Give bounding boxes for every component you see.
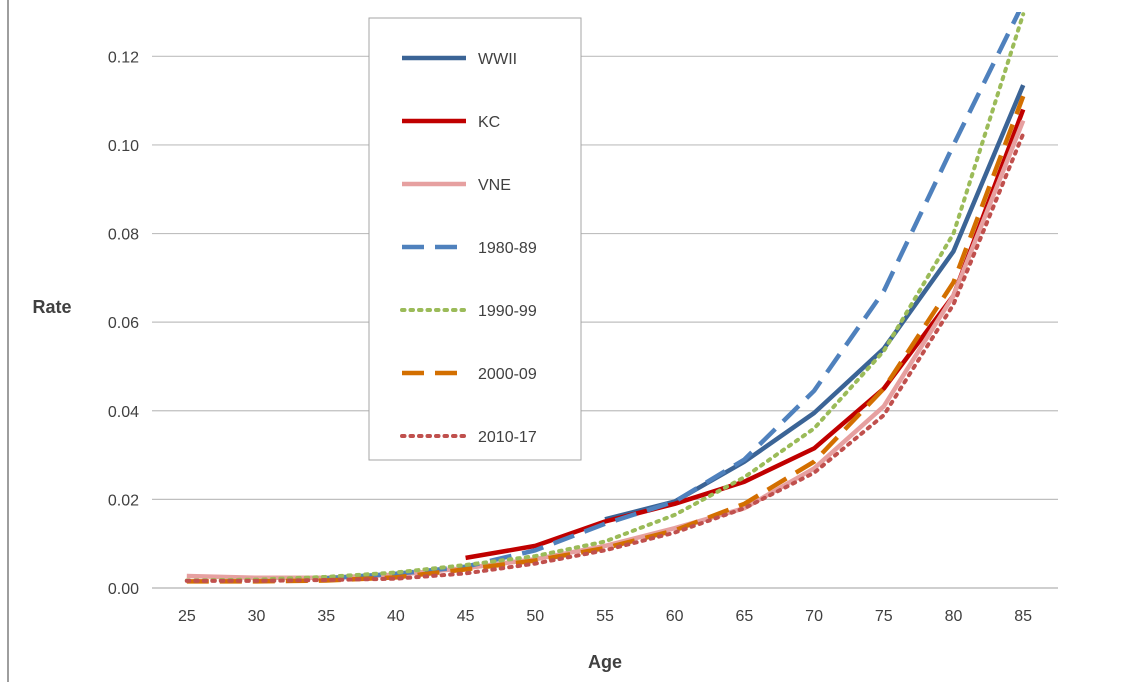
y-axis-title: Rate xyxy=(32,297,71,317)
legend-box xyxy=(368,17,582,461)
y-tick-label: 0.10 xyxy=(108,138,139,155)
series-line-kc xyxy=(465,108,1026,561)
x-axis-title: Age xyxy=(588,652,622,672)
x-tick-label: 50 xyxy=(526,608,544,625)
x-tick-label: 25 xyxy=(178,608,196,625)
x-tick-label: 35 xyxy=(317,608,335,625)
series-line-1990-99 xyxy=(184,12,1026,583)
x-tick-label: 30 xyxy=(248,608,266,625)
legend-label-2010-17: 2010-17 xyxy=(478,429,537,446)
x-tick-label: 85 xyxy=(1014,608,1032,625)
y-tick-label: 0.02 xyxy=(108,492,139,509)
x-tick-label: 70 xyxy=(805,608,823,625)
x-tick-label: 45 xyxy=(457,608,475,625)
x-tick-label: 80 xyxy=(945,608,963,625)
x-tick-labels: 25 30 35 40 45 50 55 60 65 70 75 80 85 xyxy=(178,608,1032,625)
series-line-wwii xyxy=(604,84,1026,522)
y-tick-label: 0.12 xyxy=(108,49,139,66)
legend-label-1980-89: 1980-89 xyxy=(478,240,537,257)
legend-label-1990-99: 1990-99 xyxy=(478,303,537,320)
x-tick-label: 65 xyxy=(735,608,753,625)
y-tick-label: 0.00 xyxy=(108,581,139,598)
x-tick-label: 40 xyxy=(387,608,405,625)
series-line-2000-09 xyxy=(186,95,1026,584)
legend-label-wwii: WWII xyxy=(478,51,517,68)
series-lines xyxy=(184,12,1026,584)
x-tick-label: 60 xyxy=(666,608,684,625)
y-tick-label: 0.06 xyxy=(108,315,139,332)
y-tick-label: 0.08 xyxy=(108,227,139,244)
legend-label-2000-09: 2000-09 xyxy=(478,366,537,383)
y-tick-labels: 0.00 0.02 0.04 0.06 0.08 0.10 0.12 xyxy=(108,49,139,598)
x-tick-label: 75 xyxy=(875,608,893,625)
y-tick-label: 0.04 xyxy=(108,404,139,421)
x-tick-label: 55 xyxy=(596,608,614,625)
gridlines xyxy=(152,55,1058,500)
legend-label-vne: VNE xyxy=(478,177,511,194)
legend-label-kc: KC xyxy=(478,114,500,131)
series-line-2010-17 xyxy=(184,131,1026,583)
legend: WWII KC VNE 1980-89 1990-99 2000-09 2010-17 xyxy=(368,17,582,461)
series-line-vne xyxy=(186,119,1026,581)
